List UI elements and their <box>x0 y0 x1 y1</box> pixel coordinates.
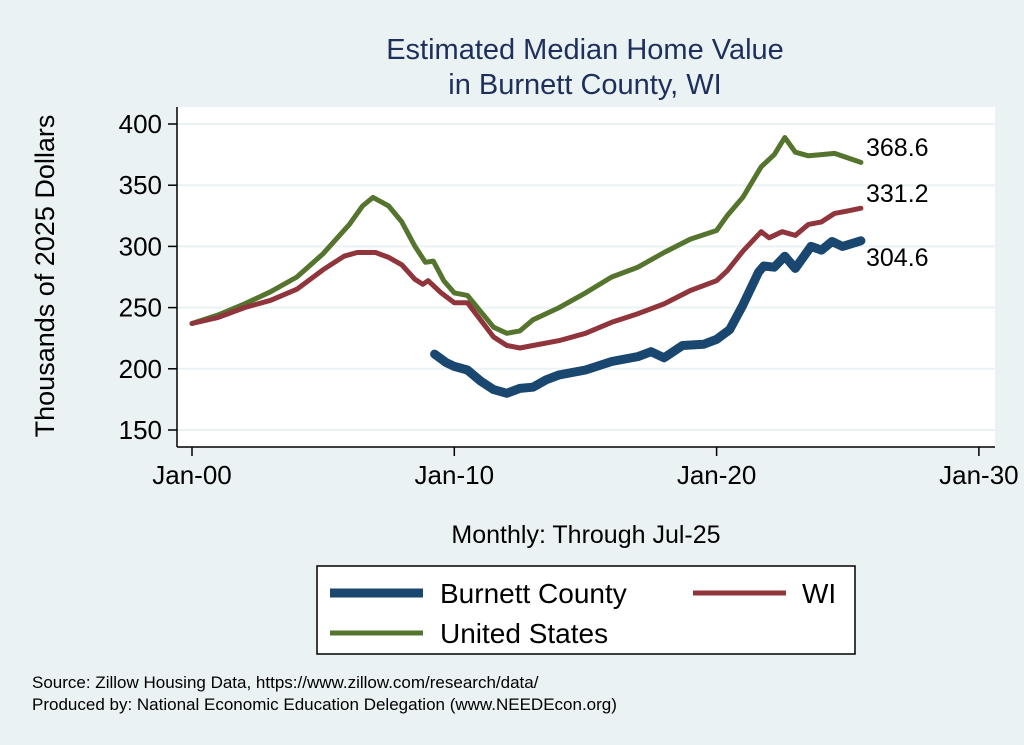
end-value-label: 331.2 <box>866 180 929 208</box>
source-note: Source: Zillow Housing Data, https://www… <box>32 673 539 692</box>
y-tick-label: 250 <box>119 293 162 323</box>
y-tick-label: 400 <box>119 109 162 139</box>
legend-label-us: United States <box>440 618 608 649</box>
legend-label-burnett: Burnett County <box>440 578 627 609</box>
y-tick-label: 300 <box>119 231 162 261</box>
end-value-label: 304.6 <box>866 244 929 272</box>
producer-note: Produced by: National Economic Education… <box>32 695 617 714</box>
legend: Burnett County WI United States <box>316 565 856 655</box>
end-value-label: 368.6 <box>866 134 929 162</box>
y-tick-label: 200 <box>119 354 162 384</box>
y-tick-label: 150 <box>119 415 162 445</box>
chart-title-line1: Estimated Median Home Value <box>386 34 784 66</box>
x-tick-label: Jan-20 <box>677 460 757 490</box>
y-axis-label: Thousands of 2025 Dollars <box>30 115 60 438</box>
x-tick-label: Jan-10 <box>415 460 495 490</box>
x-tick-label: Jan-00 <box>152 460 232 490</box>
series-line-wi <box>189 205 864 351</box>
x-tick-label: Jan-30 <box>939 460 1019 490</box>
x-axis-label: Monthly: Through Jul-25 <box>451 521 720 549</box>
chart-title-line2: in Burnett County, WI <box>448 69 721 101</box>
series-line-burnett-county <box>430 236 866 398</box>
legend-label-wi: WI <box>802 578 836 609</box>
y-tick-label: 350 <box>119 170 162 200</box>
series-line-united-states <box>189 135 864 336</box>
